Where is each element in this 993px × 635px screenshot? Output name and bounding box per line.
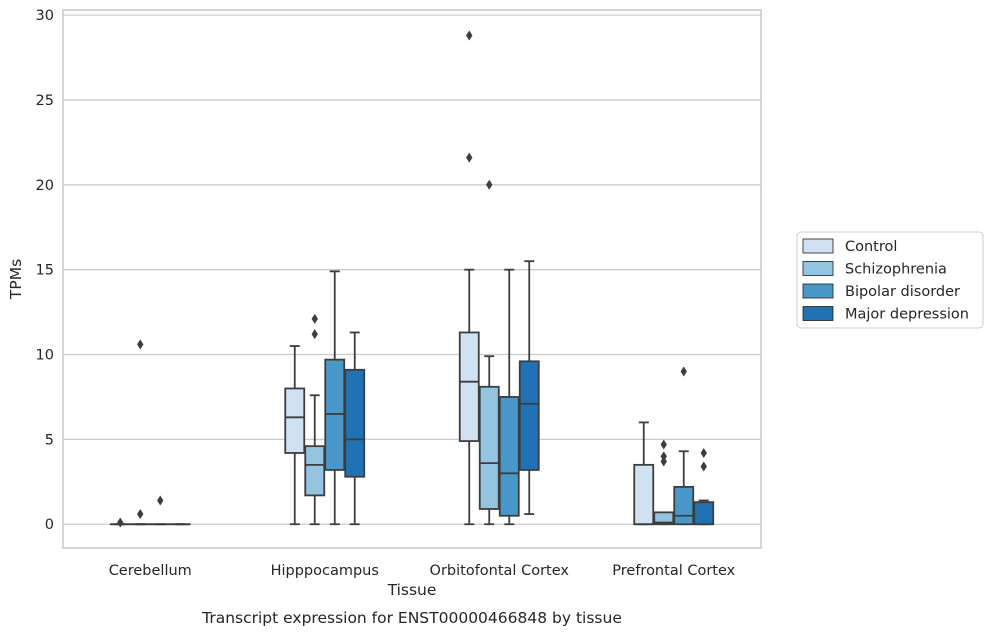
outlier-point [311,313,318,324]
legend-items: Control Schizophrenia Bipolar disorder Majo… [802,238,969,323]
legend-label: Control [845,239,897,255]
box-group [324,270,346,526]
y-tick-label: 20 [36,178,54,194]
box-group [633,421,655,526]
box-series [109,30,715,528]
y-tick-label: 10 [36,348,54,364]
legend-swatch [802,306,834,321]
figure-caption: Transcript expression for ENST0000046684… [201,609,622,627]
box-group [458,30,480,526]
outlier-point [700,447,707,458]
outlier-point [117,517,124,528]
box-group [498,268,520,526]
x-tick-label: Hipppocampus [271,563,379,579]
plot-frame [62,9,762,549]
series-major-depression [169,260,715,526]
x-axis-title: Tissue [387,581,437,599]
box [498,396,520,517]
y-tick-label: 5 [45,432,54,448]
box-group [518,260,540,515]
box-group [673,366,695,526]
outlier-point [680,366,687,377]
box [673,486,695,526]
box-group [149,495,171,526]
box [693,501,715,526]
box-group [344,331,366,526]
outlier-point [466,152,473,163]
legend-label: Major depression [845,307,969,323]
y-tick-label: 15 [36,263,54,279]
legend-item: Schizophrenia [802,261,947,278]
y-tick-label: 0 [45,517,54,533]
series-bipolar-disorder [149,268,695,526]
series-schizophrenia [129,179,675,526]
box-group [284,345,306,526]
box [478,385,500,510]
legend: Control Schizophrenia Bipolar disorder Majo… [796,231,984,329]
y-tick-label: 30 [36,8,54,24]
series-control [109,30,655,528]
box [344,368,366,478]
box [653,511,675,526]
outlier-point [660,439,667,450]
outlier-point [700,461,707,472]
outlier-point [660,451,667,462]
y-axis-title: TPMs [7,259,25,300]
outlier-point [660,456,667,467]
outlier-point [157,495,164,506]
box-group [653,439,675,526]
box-group [109,517,131,528]
box-group [478,179,500,526]
plot-area [63,10,761,548]
outlier-point [466,30,473,41]
y-tick-labels: 0 5 10 15 20 25 30 [36,8,54,533]
y-tick-label: 25 [36,93,54,109]
box-group [129,339,151,526]
box [518,360,540,471]
legend-frame [796,231,984,329]
box-group [693,447,715,526]
box [633,463,655,526]
x-tick-labels: Cerebellum Hipppocampus Orbitofontal Corte… [109,563,736,579]
box [284,387,306,454]
legend-label: Schizophrenia [845,262,947,278]
x-tick-label: Cerebellum [109,563,192,579]
legend-swatch [802,261,834,276]
legend-item: Major depression [802,306,969,323]
legend-item: Bipolar disorder [802,283,960,300]
box [304,445,326,497]
box [458,331,480,442]
outlier-point [137,339,144,350]
x-tick-label: Prefrontal Cortex [612,563,735,579]
legend-label: Bipolar disorder [845,284,960,300]
box-group [304,313,326,526]
x-tick-label: Orbitofontal Cortex [430,563,570,579]
outlier-point [137,509,144,520]
outlier-point [311,329,318,340]
legend-item: Control [802,238,897,255]
legend-swatch [802,238,834,254]
legend-swatch [802,283,834,299]
outlier-point [486,179,493,190]
